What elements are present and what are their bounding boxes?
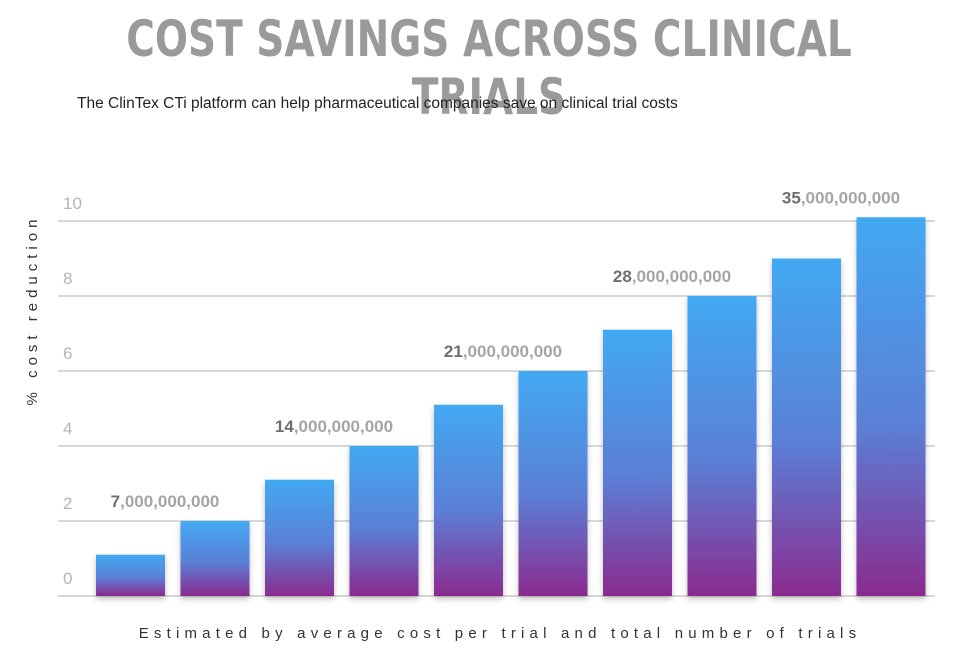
y-tick-label: 0 xyxy=(63,569,72,588)
data-label: 7,000,000,000 xyxy=(111,492,220,511)
data-label: 28,000,000,000 xyxy=(613,267,731,286)
y-tick-label: 8 xyxy=(63,269,72,288)
data-label: 14,000,000,000 xyxy=(275,417,393,436)
bar xyxy=(603,329,672,596)
bar xyxy=(180,521,250,596)
x-axis-label: Estimated by average cost per trial and … xyxy=(139,625,862,642)
data-label: 21,000,000,000 xyxy=(444,342,562,361)
bar xyxy=(265,479,334,596)
chart-title: COST SAVINGS ACROSS CLINICAL TRIALS xyxy=(126,10,852,126)
bar xyxy=(772,258,841,596)
bar xyxy=(687,296,757,596)
bar xyxy=(856,217,926,596)
y-tick-label: 2 xyxy=(63,494,72,513)
chart-subtitle: The ClinTex CTi platform can help pharma… xyxy=(77,95,678,112)
y-tick-label: 10 xyxy=(63,194,82,213)
bar xyxy=(518,371,588,596)
bar xyxy=(96,554,165,596)
bar xyxy=(349,446,419,596)
data-label: 35,000,000,000 xyxy=(782,188,900,207)
y-tick-label: 4 xyxy=(63,419,72,438)
y-axis-label: % cost reduction xyxy=(24,215,41,406)
bar xyxy=(434,404,503,596)
y-tick-label: 6 xyxy=(63,344,72,363)
